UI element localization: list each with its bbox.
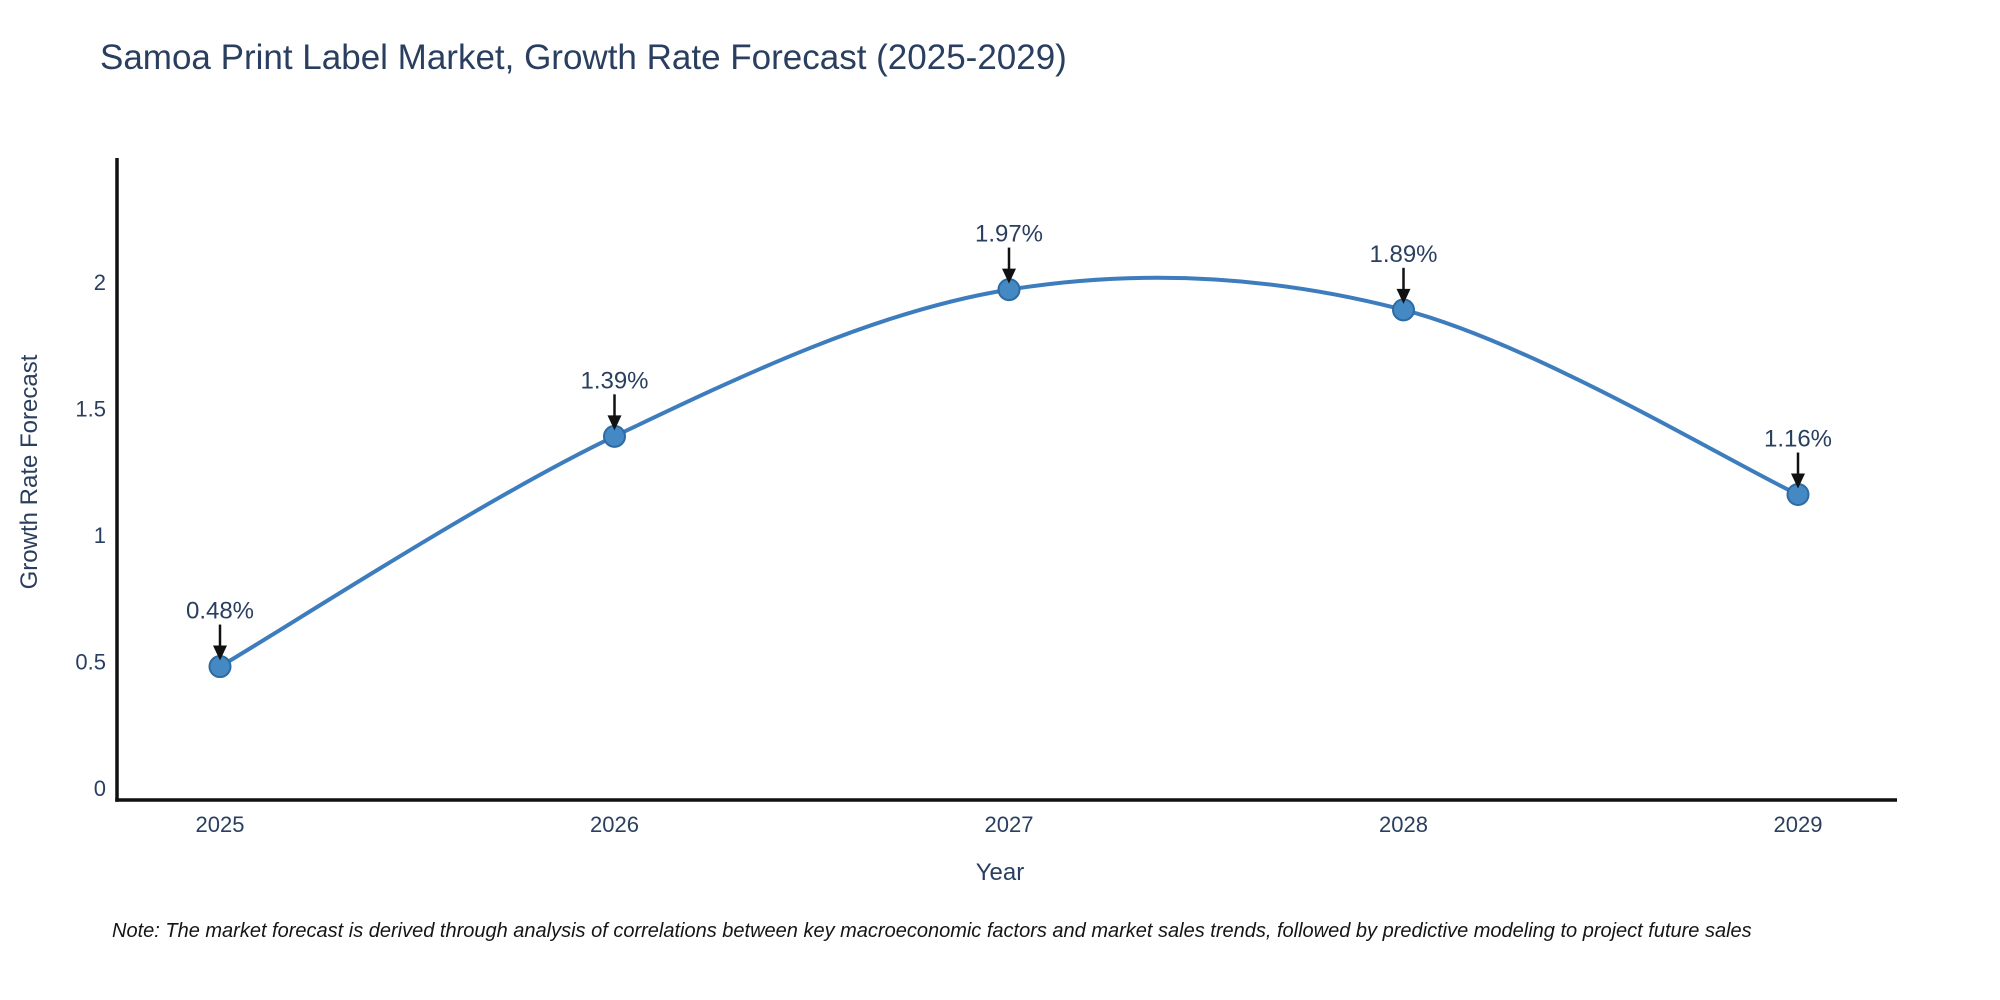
x-tick-label: 2027 — [985, 812, 1034, 837]
line-series — [218, 275, 1799, 669]
chart-title: Samoa Print Label Market, Growth Rate Fo… — [100, 38, 1067, 77]
annotation-arrow-head — [1002, 268, 1016, 284]
y-tick-label: 1 — [94, 523, 106, 548]
x-tick-label: 2025 — [196, 812, 245, 837]
y-tick-label: 0.5 — [75, 650, 106, 675]
data-point-label: 1.97% — [975, 221, 1043, 248]
x-tick-label: 2026 — [590, 812, 639, 837]
annotation-arrow-head — [1396, 288, 1411, 304]
x-axis-title: Year — [975, 859, 1025, 886]
y-tick-label: 0 — [94, 776, 106, 801]
annotation-arrow-head — [1791, 473, 1805, 489]
y-tick-label: 2 — [94, 270, 106, 295]
chart-footnote: Note: The market forecast is derived thr… — [112, 920, 1752, 942]
data-point-label: 1.39% — [580, 367, 648, 394]
x-tick-label: 2029 — [1774, 812, 1823, 837]
annotation-arrow-head — [213, 645, 227, 661]
y-tick-label: 1.5 — [75, 397, 106, 422]
annotation-arrow-head — [607, 415, 622, 431]
data-point-label: 0.48% — [186, 598, 254, 625]
data-point-label: 1.89% — [1369, 241, 1437, 268]
x-tick-label: 2028 — [1379, 812, 1428, 837]
data-point-label: 1.16% — [1764, 426, 1832, 453]
